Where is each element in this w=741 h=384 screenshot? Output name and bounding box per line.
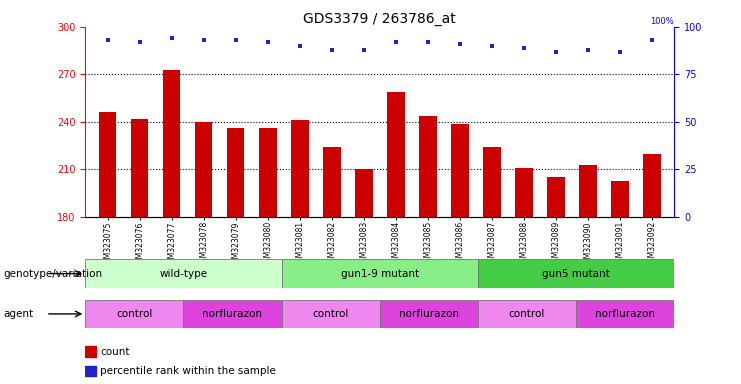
Bar [323,147,341,217]
Point [230,37,242,43]
Text: norflurazon: norflurazon [595,309,655,319]
Text: norflurazon: norflurazon [202,309,262,319]
Bar [184,300,282,328]
Point [486,43,498,49]
Bar [451,124,468,217]
Bar [387,92,405,217]
Point [646,37,658,43]
Point [102,37,113,43]
Bar [291,120,308,217]
Bar [579,165,597,217]
Bar [611,180,628,217]
Point [582,46,594,53]
Bar [478,300,576,328]
Point [614,48,626,55]
Text: 100%: 100% [651,17,674,26]
Point [358,46,370,53]
Bar [85,259,282,288]
Bar [85,346,96,357]
Text: control: control [313,309,349,319]
Text: agent: agent [4,309,34,319]
Bar [99,113,116,217]
Point [454,41,466,47]
Bar [227,128,245,217]
Bar [478,259,674,288]
Point [518,45,530,51]
Point [422,39,433,45]
Bar [483,147,501,217]
Point [326,46,338,53]
Bar [515,168,533,217]
Bar [547,177,565,217]
Bar [195,122,213,217]
Text: percentile rank within the sample: percentile rank within the sample [100,366,276,376]
Bar [85,366,96,376]
Text: count: count [100,347,130,357]
Bar [576,300,674,328]
Bar [643,154,661,217]
Point [390,39,402,45]
Bar [380,300,478,328]
Text: norflurazon: norflurazon [399,309,459,319]
Bar [282,259,478,288]
Bar [85,300,184,328]
Bar [259,128,276,217]
Bar [131,119,148,217]
Bar [419,116,436,217]
Text: wild-type: wild-type [159,268,207,279]
Text: control: control [509,309,545,319]
Point [262,39,273,45]
Point [550,48,562,55]
Text: gun5 mutant: gun5 mutant [542,268,610,279]
Bar [355,169,373,217]
Point [133,39,145,45]
Bar [282,300,380,328]
Text: genotype/variation: genotype/variation [4,269,103,279]
Point [198,37,210,43]
Title: GDS3379 / 263786_at: GDS3379 / 263786_at [303,12,456,26]
Text: control: control [116,309,153,319]
Text: gun1-9 mutant: gun1-9 mutant [341,268,419,279]
Point [293,43,305,49]
Point [166,35,178,41]
Bar [163,70,181,217]
